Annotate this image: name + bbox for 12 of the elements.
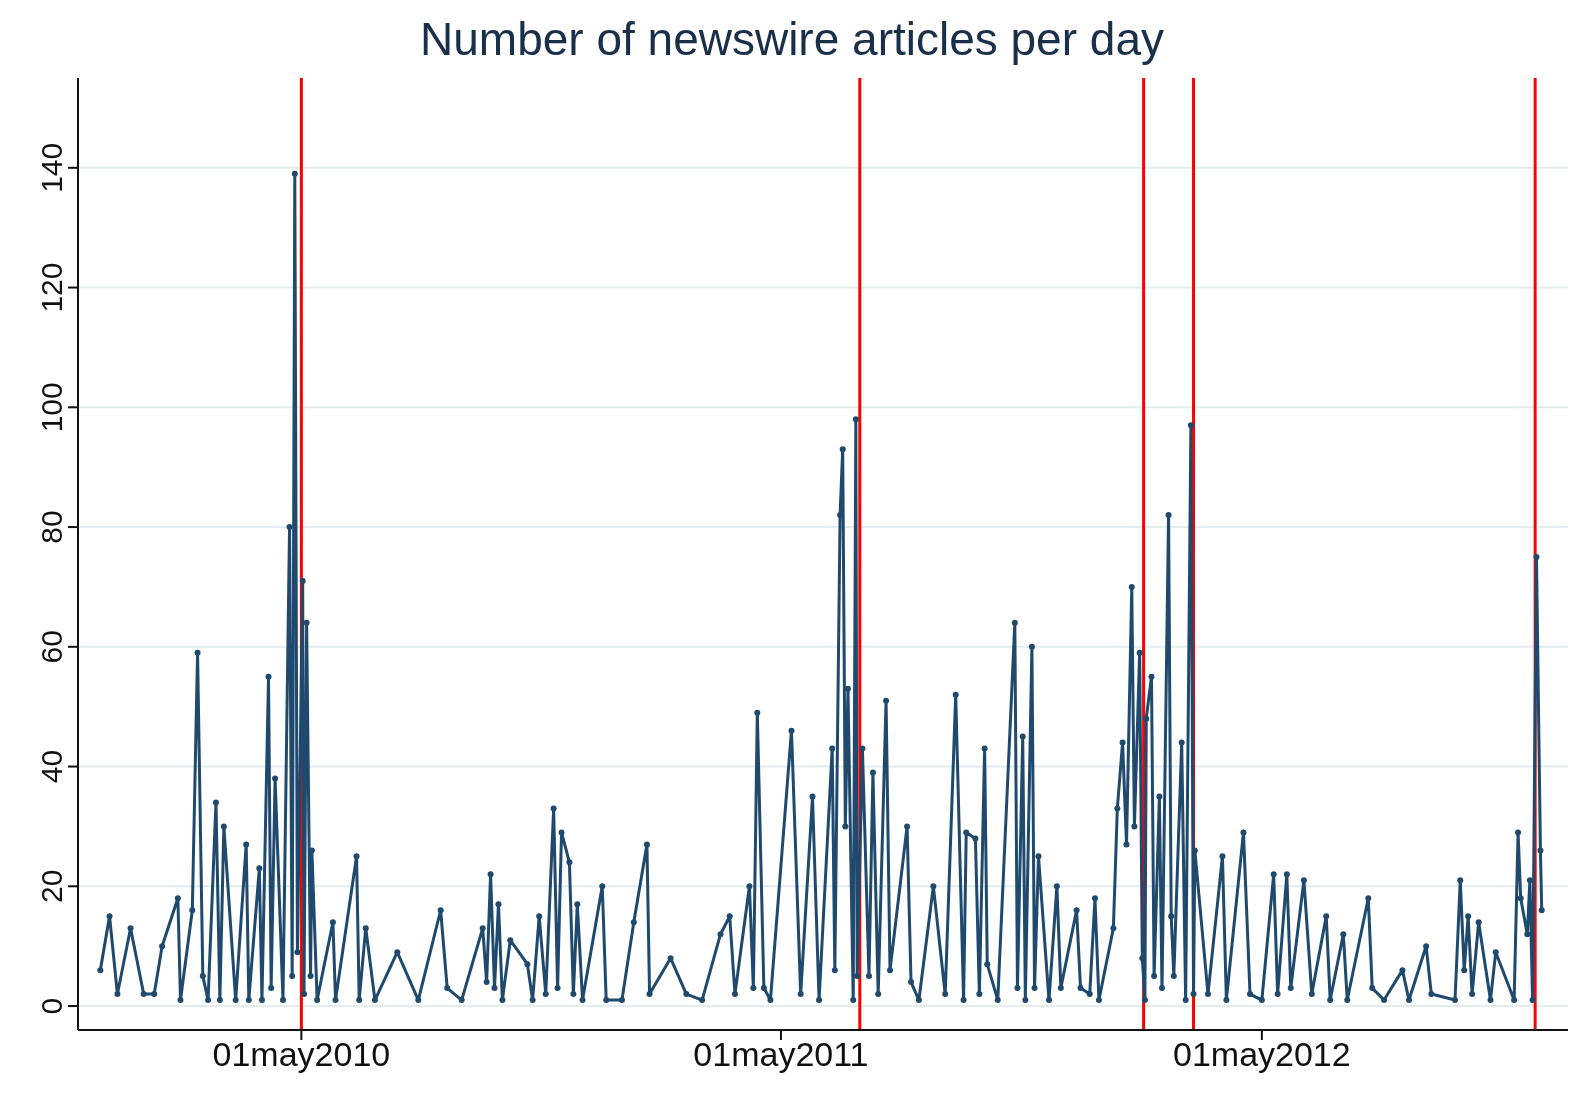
y-tick-label: 140	[35, 142, 68, 193]
y-tick-label: 40	[35, 749, 68, 784]
x-tick-label: 01may2010	[212, 1035, 391, 1074]
y-tick-label: 120	[35, 262, 68, 313]
y-tick-label: 60	[35, 630, 68, 664]
y-tick-label: 80	[35, 510, 68, 544]
y-tick-label: 20	[35, 869, 68, 903]
y-tick-label: 0	[35, 997, 68, 1015]
x-tick-label: 01may2012	[1173, 1035, 1351, 1074]
x-tick-label: 01may2011	[693, 1035, 869, 1074]
y-tick-label: 100	[35, 382, 68, 433]
chart-title: Number of newswire articles per day	[419, 12, 1165, 67]
